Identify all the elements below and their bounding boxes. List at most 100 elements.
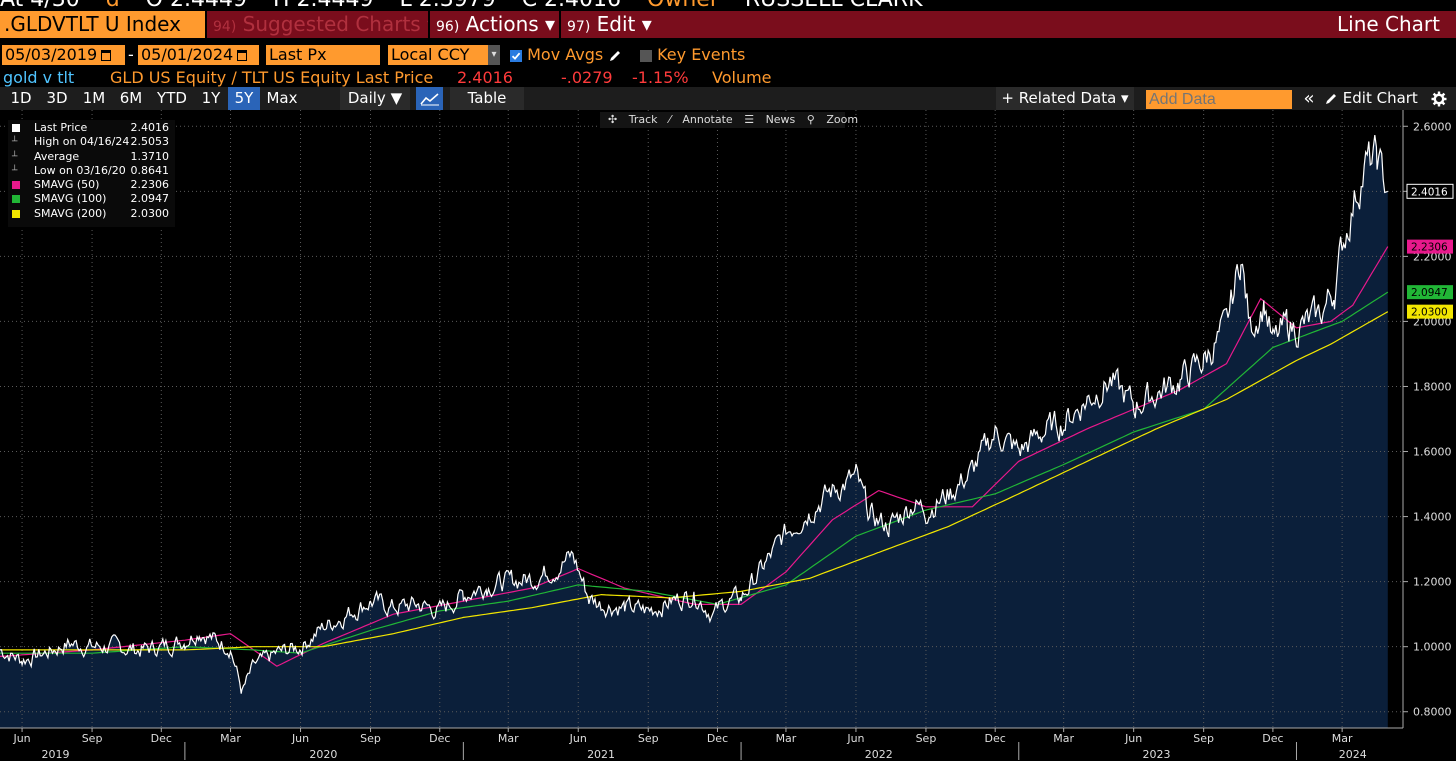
legend-label: Last Price	[34, 121, 88, 134]
checkbox-unchecked-icon[interactable]	[640, 49, 652, 62]
checkbox-checked-icon[interactable]	[510, 49, 522, 62]
x-tick-label: Jun	[569, 732, 587, 745]
period-1y-button[interactable]: 1Y	[201, 89, 221, 107]
ohlc-item: H 2.4449	[273, 0, 374, 12]
x-tick-label: Mar	[1053, 732, 1074, 745]
net-change: -.0279	[561, 68, 613, 87]
legend-value: 1.3710	[130, 149, 170, 163]
period-ytd-button[interactable]: YTD	[157, 89, 187, 107]
last-value-tag: 2.2306	[1407, 239, 1453, 254]
chart-type-title: Line Chart	[1337, 12, 1440, 36]
calendar-icon[interactable]	[101, 50, 112, 61]
x-tick-label: Jun	[291, 732, 309, 745]
last-value-tag-text: 2.2306	[1411, 242, 1448, 254]
x-tick-label: Mar	[220, 732, 241, 745]
track-tool[interactable]: ✣ Track	[608, 113, 658, 126]
x-tick-label: Sep	[360, 732, 381, 745]
last-value: 2.4016	[457, 68, 513, 87]
related-data-menu[interactable]: + Related Data ▾	[996, 87, 1134, 110]
edit-label: Edit ▾	[596, 12, 652, 36]
x-tick-label: Sep	[1193, 732, 1214, 745]
end-date-field[interactable]: 05/01/2024	[138, 45, 259, 65]
ohlc-item: d	[106, 0, 120, 12]
last-value-tag-box	[1407, 304, 1453, 319]
x-tick-label: Jun	[846, 732, 864, 745]
x-tick-label: Sep	[82, 732, 103, 745]
x-tick-label: Jun	[12, 732, 30, 745]
chart-mini-toolbar: ✣ Track ⁄ Annotate ☰ News ⚲ Zoom	[600, 112, 858, 128]
last-value-tag-text: 2.0300	[1411, 307, 1448, 319]
ohlc-item: RUSSELL CLARK	[745, 0, 923, 12]
line-chart-toggle[interactable]	[416, 87, 443, 110]
key-events-label: Key Events	[657, 45, 746, 64]
currency-select[interactable]: Local CCY	[388, 45, 488, 65]
marker-icon: ┴	[12, 137, 18, 148]
series-name: gold v tlt	[3, 68, 75, 87]
edit-menu[interactable]: 97) Edit ▾	[559, 11, 655, 38]
marker-icon: ┴	[12, 151, 18, 162]
last-value-tag-text: 2.4016	[1411, 186, 1448, 198]
suggested-charts-menu[interactable]: 94) Suggested Charts ▾	[205, 11, 437, 38]
y-tick-label: 1.0000	[1413, 641, 1452, 654]
gear-icon	[1431, 91, 1447, 106]
settings-button[interactable]	[1428, 87, 1450, 110]
annotate-tool[interactable]: ⁄ Annotate	[669, 113, 733, 126]
annotate-label: Annotate	[682, 113, 733, 126]
menu-number: 97)	[567, 19, 591, 35]
zoom-tool[interactable]: ⚲ Zoom	[806, 113, 859, 126]
key-events-toggle[interactable]: Key Events	[640, 45, 745, 65]
period-1d-button[interactable]: 1D	[10, 89, 32, 107]
ohlc-item: O 2.4449	[146, 0, 247, 12]
legend-value: 2.5053	[130, 135, 170, 149]
actions-menu[interactable]: 96) Actions ▾	[428, 11, 559, 38]
last-value-tag: 2.0947	[1407, 285, 1453, 300]
x-axis-band	[0, 729, 1403, 761]
news-tool[interactable]: ☰ News	[744, 113, 796, 126]
pct-change: -1.15%	[632, 68, 689, 87]
start-date-field[interactable]: 05/03/2019	[2, 45, 125, 65]
legend-label: Low on 03/16/20	[34, 163, 126, 177]
collapse-button[interactable]: «	[1303, 88, 1315, 109]
y-tick-label: 0.8000	[1413, 706, 1452, 719]
last-value-tag-box	[1407, 285, 1453, 300]
ticker-field[interactable]: .GLDVTLT U Index	[0, 11, 205, 38]
x-year-label: 2021	[587, 748, 615, 761]
start-date-value: 05/03/2019	[5, 45, 98, 64]
legend-row: SMAVG (100) 2.0947	[8, 192, 175, 206]
ohlc-item: C 2.4016	[522, 0, 621, 12]
legend-swatch	[12, 181, 20, 190]
calendar-icon[interactable]	[237, 50, 248, 61]
security-description: GLD US Equity / TLT US Equity Last Price	[110, 68, 434, 87]
field-select[interactable]: Last Px	[266, 45, 380, 65]
x-tick-label: Dec	[151, 732, 172, 745]
y-tick-label: 2.2000	[1413, 250, 1452, 263]
last-value-tag: 2.4016	[1406, 183, 1454, 199]
x-tick-label: Sep	[916, 732, 937, 745]
period-5y-button[interactable]: 5Y	[228, 87, 260, 110]
x-tick-label: Dec	[985, 732, 1006, 745]
line-chart-icon	[419, 92, 439, 105]
period-3d-button[interactable]: 3D	[46, 89, 68, 107]
pencil-icon[interactable]	[608, 49, 622, 63]
frequency-select[interactable]: Daily ▼	[340, 87, 410, 110]
x-year-label: 2019	[42, 748, 70, 761]
period-max-button[interactable]: Max	[266, 89, 298, 107]
legend-swatch	[12, 195, 20, 204]
legend-value: 2.0300	[130, 206, 170, 220]
legend-value: 2.2306	[130, 178, 170, 192]
actions-label: Actions ▾	[465, 12, 556, 36]
menu-number: 96)	[436, 19, 460, 35]
ohlc-item: L 2.3979	[399, 0, 495, 12]
currency-dropdown-icon[interactable]: ▾	[488, 45, 500, 65]
period-1m-button[interactable]: 1M	[82, 89, 106, 107]
end-date-value: 05/01/2024	[141, 45, 234, 64]
table-button[interactable]: Table	[450, 87, 524, 110]
legend-row: SMAVG (50) 2.2306	[8, 178, 175, 192]
edit-chart-button[interactable]: Edit Chart	[1324, 87, 1422, 110]
add-data-input[interactable]	[1146, 90, 1292, 109]
mov-avgs-toggle[interactable]: Mov Avgs	[510, 45, 622, 65]
legend-value: 2.4016	[130, 121, 170, 134]
legend-swatch	[12, 124, 20, 132]
line-chart[interactable]: 0.8000 1.0000 1.2000 1.4000 1.6000 1.8000 2.00…	[0, 110, 1456, 761]
period-6m-button[interactable]: 6M	[119, 89, 143, 107]
